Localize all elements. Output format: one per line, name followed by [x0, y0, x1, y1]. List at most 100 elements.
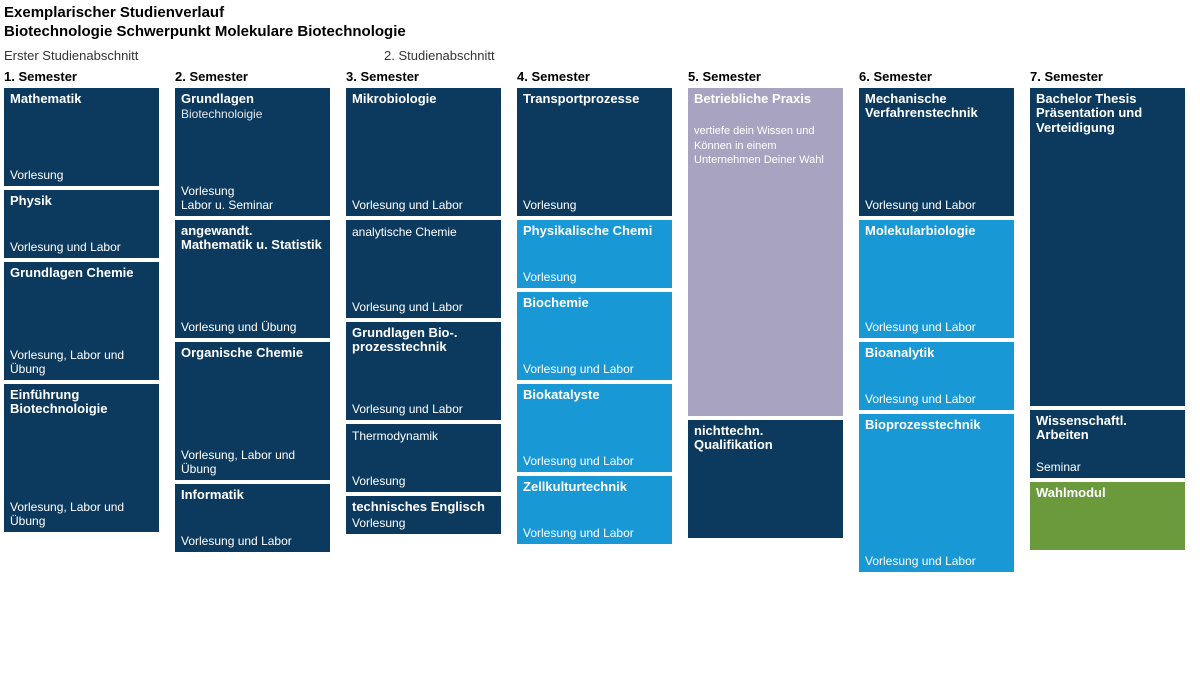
course-format: Vorlesung und Labor	[523, 526, 666, 540]
course-title: Organische Chemie	[181, 346, 324, 361]
course-box: Physikalische Chemi Vorlesung	[517, 220, 672, 288]
course-box: Organische Chemie Vorlesung, Labor und Üb…	[175, 342, 330, 480]
course-title: Biokatalyste	[523, 388, 666, 403]
course-title: Mikrobiologie	[352, 92, 495, 107]
course-title: Physikalische Chemi	[523, 224, 666, 239]
course-box: Grundlagen Bio-. prozesstechnik Vorlesung…	[346, 322, 501, 420]
course-format: Vorlesung Labor u. Seminar	[181, 184, 324, 212]
course-format: Vorlesung und Labor	[865, 198, 1008, 212]
course-box: Bioprozesstechnik Vorlesung und Labor	[859, 414, 1014, 572]
course-format: Vorlesung und Übung	[181, 320, 324, 334]
course-title: Molekularbiologie	[865, 224, 1008, 239]
semester-column: 1. Semester Mathematik Vorlesung Physik Vorl…	[4, 69, 159, 576]
course-title: Bachelor Thesis Präsentation und Verteid…	[1036, 92, 1179, 137]
course-format: Vorlesung und Labor	[865, 320, 1008, 334]
course-title: Einführung Biotechnoloigie	[10, 388, 153, 418]
course-title: Physik	[10, 194, 153, 209]
course-title: Grundlagen Bio-. prozesstechnik	[352, 326, 495, 356]
course-box: GrundlagenBiotechnoloigie Vorlesung Labor…	[175, 88, 330, 216]
course-format: Vorlesung	[523, 270, 666, 284]
course-format: Seminar	[1036, 460, 1179, 474]
course-box: Molekularbiologie Vorlesung und Labor	[859, 220, 1014, 338]
course-title: analytische Chemie	[352, 226, 495, 240]
course-title: technisches Englisch	[352, 500, 495, 515]
course-format: Vorlesung, Labor und Übung	[10, 348, 153, 376]
section-labels: Erster Studienabschnitt 2. Studienabschn…	[4, 48, 1196, 63]
semester-header: 6. Semester	[859, 69, 1014, 84]
course-format: Vorlesung, Labor und Übung	[181, 448, 324, 476]
course-box: Physik Vorlesung und Labor	[4, 190, 159, 258]
course-format: Vorlesung und Labor	[10, 240, 153, 254]
course-box: Informatik Vorlesung und Labor	[175, 484, 330, 552]
course-box: Biokatalyste Vorlesung und Labor	[517, 384, 672, 472]
course-title: Wissenschaftl. Arbeiten	[1036, 414, 1179, 444]
course-title: Zellkulturtechnik	[523, 480, 666, 495]
course-box: Zellkulturtechnik Vorlesung und Labor	[517, 476, 672, 544]
course-description: vertiefe dein Wissen und Können in einem…	[694, 124, 837, 167]
semester-column: 6. Semester Mechanische Verfahrenstechnik…	[859, 69, 1014, 576]
course-format: Vorlesung und Labor	[865, 554, 1008, 568]
section-second: 2. Studienabschnitt	[384, 48, 495, 63]
section-first: Erster Studienabschnitt	[4, 48, 384, 63]
course-subtitle: Biotechnoloigie	[181, 108, 324, 122]
course-box: Grundlagen Chemie Vorlesung, Labor und Üb…	[4, 262, 159, 380]
course-format: Vorlesung und Labor	[352, 402, 495, 416]
course-format: Vorlesung	[352, 474, 495, 488]
course-title: angewandt. Mathematik u. Statistik	[181, 224, 324, 254]
semester-header: 4. Semester	[517, 69, 672, 84]
course-format: Vorlesung und Labor	[352, 300, 495, 314]
course-title: Mechanische Verfahrenstechnik	[865, 92, 1008, 122]
course-box: Mechanische Verfahrenstechnik Vorlesung u…	[859, 88, 1014, 216]
course-title: Mathematik	[10, 92, 153, 107]
course-box: Biochemie Vorlesung und Labor	[517, 292, 672, 380]
semester-column: 5. Semester Betriebliche Praxis vertiefe d…	[688, 69, 843, 576]
course-format: Vorlesung, Labor und Übung	[10, 500, 153, 528]
semester-column: 3. Semester Mikrobiologie Vorlesung und La…	[346, 69, 501, 576]
semester-column: 7. Semester Bachelor Thesis Präsentation …	[1030, 69, 1185, 576]
course-box: Mikrobiologie Vorlesung und Labor	[346, 88, 501, 216]
course-box: Wahlmodul	[1030, 482, 1185, 550]
course-box: Mathematik Vorlesung	[4, 88, 159, 186]
course-title: Betriebliche Praxis	[694, 92, 837, 107]
course-title: Informatik	[181, 488, 324, 503]
semester-header: 1. Semester	[4, 69, 159, 84]
course-title: nichttechn. Qualifikation	[694, 424, 837, 454]
course-format: Vorlesung und Labor	[523, 362, 666, 376]
course-box: Transportprozesse Vorlesung	[517, 88, 672, 216]
course-box: angewandt. Mathematik u. Statistik Vorles…	[175, 220, 330, 338]
semester-header: 2. Semester	[175, 69, 330, 84]
course-box: technisches EnglischVorlesung	[346, 496, 501, 534]
semester-column: 4. SemesterTransportprozesseVorlesungPhy…	[517, 69, 672, 576]
course-format: Vorlesung und Labor	[865, 392, 1008, 406]
course-format: Vorlesung und Labor	[523, 454, 666, 468]
course-format: Vorlesung	[352, 516, 495, 530]
course-title: Wahlmodul	[1036, 486, 1179, 501]
course-box: Einführung Biotechnoloigie Vorlesung, Lab…	[4, 384, 159, 532]
course-box: Betriebliche Praxis vertiefe dein Wissen …	[688, 88, 843, 416]
course-title: Bioprozesstechnik	[865, 418, 1008, 433]
course-title: Transportprozesse	[523, 92, 666, 107]
course-format: Vorlesung und Labor	[181, 534, 324, 548]
course-box: nichttechn. Qualifikation	[688, 420, 843, 538]
semester-header: 3. Semester	[346, 69, 501, 84]
course-box: Bachelor Thesis Präsentation und Verteid…	[1030, 88, 1185, 406]
title-line-2: Biotechnologie Schwerpunkt Molekulare Bi…	[4, 23, 1196, 42]
course-title: Thermodynamik	[352, 430, 495, 444]
course-format: Vorlesung und Labor	[352, 198, 495, 212]
course-title: Grundlagen Chemie	[10, 266, 153, 281]
course-title: Bioanalytik	[865, 346, 1008, 361]
title-line-1: Exemplarischer Studienverlauf	[4, 4, 1196, 23]
semester-column: 2. Semester GrundlagenBiotechnoloigie Vorl…	[175, 69, 330, 576]
page-title: Exemplarischer Studienverlauf Biotechnol…	[4, 4, 1196, 42]
course-title: Grundlagen	[181, 92, 324, 107]
semester-header: 7. Semester	[1030, 69, 1185, 84]
course-box: Bioanalytik Vorlesung und Labor	[859, 342, 1014, 410]
course-title: Biochemie	[523, 296, 666, 311]
course-box: Thermodynamik Vorlesung	[346, 424, 501, 492]
course-box: Wissenschaftl. Arbeiten Seminar	[1030, 410, 1185, 478]
course-box: analytische Chemie Vorlesung und Labor	[346, 220, 501, 318]
semester-columns: 1. Semester Mathematik Vorlesung Physik Vorl…	[4, 69, 1196, 576]
course-format: Vorlesung	[10, 168, 153, 182]
course-format: Vorlesung	[523, 198, 666, 212]
semester-header: 5. Semester	[688, 69, 843, 84]
